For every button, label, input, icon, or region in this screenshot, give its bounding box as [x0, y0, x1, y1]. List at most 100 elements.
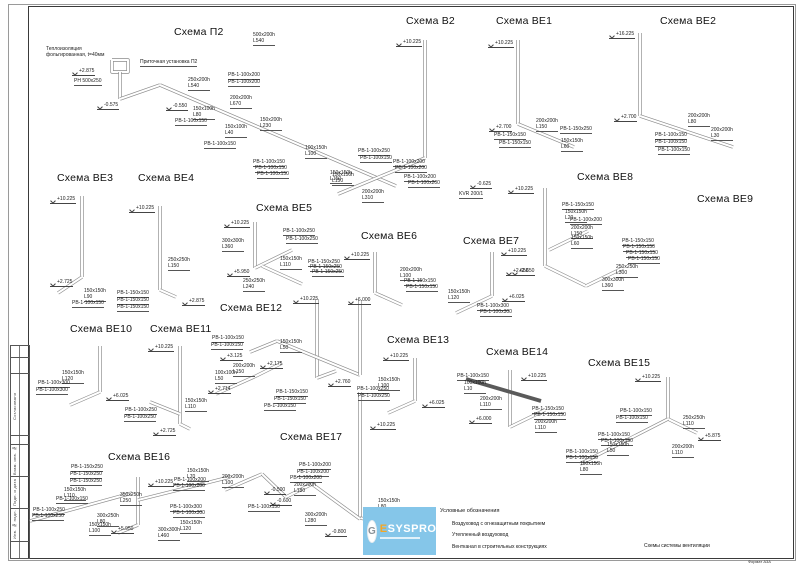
elevation-mark: +5.875: [698, 433, 722, 441]
duct-label: 250x250h L150: [168, 257, 190, 272]
esyspro-text: ESYSPRO: [379, 522, 437, 539]
legend-item-fireproof: Воздуховод с огнезащитным покрытием: [452, 521, 546, 527]
duct-label: 300x300h L460: [158, 527, 180, 542]
duct-label: РН 500х250: [74, 78, 102, 87]
elevation-mark: +2.175: [260, 361, 284, 369]
scheme-title-ve10: Схема ВЕ10: [70, 323, 133, 335]
duct-label: 150x150h L150: [330, 170, 352, 185]
duct-label: 200x200h L110: [480, 396, 502, 411]
elevation-mark: +2.875: [182, 298, 206, 306]
duct-label: 250x200h L540: [188, 77, 210, 92]
duct-label: 150x150h L110: [185, 398, 207, 413]
duct-label: РВ-1-100х150: [566, 449, 598, 458]
elevation-mark: -0.500: [264, 487, 287, 495]
duct-run-ve14: [509, 409, 546, 428]
duct-label: РВ-1-100х200: [297, 469, 329, 478]
duct-label: РВ-1-100х150: [620, 408, 652, 417]
duct-run-ve14: [465, 377, 542, 403]
duct-label: 150x150h L80: [580, 461, 602, 476]
duct-run-ve17: [311, 483, 361, 520]
duct-label: Приточная установка П2: [140, 59, 198, 68]
duct-label: РВ-1-100х250: [358, 393, 390, 402]
elevation-mark: -0.600: [270, 498, 293, 506]
duct-label: 300x300h L360: [602, 277, 624, 292]
elevation-mark: -0.625: [470, 181, 493, 189]
duct-run-ve10: [69, 391, 101, 406]
stamp-cell-line: [11, 435, 29, 436]
duct-label: 100x150h L100: [305, 145, 327, 160]
scheme-title-ve1: Схема ВЕ1: [496, 15, 553, 27]
duct-label: 250x250h L240: [243, 278, 265, 293]
scheme-title-ve7: Схема ВЕ7: [463, 235, 520, 247]
duct-label: РВ-1-150х250: [312, 269, 344, 278]
duct-label: РВ-1-100х200: [393, 159, 425, 168]
duct-run-ve13: [387, 400, 416, 414]
elevation-mark: -0.800: [325, 529, 348, 537]
duct-label: 200x200h L150: [233, 363, 255, 378]
duct-label: РВ-1-100х250: [283, 228, 315, 237]
duct-label: 500x200h L540: [253, 32, 275, 47]
duct-label: РВ-1-150х250: [71, 464, 103, 473]
duct-label: 250x250h L110: [683, 415, 705, 430]
duct-label: РВ-1-100х300: [477, 303, 509, 312]
duct-label: РВ-1-150х150: [406, 284, 438, 293]
duct-label: Теплоизоляция фольгированная, t=40мм: [46, 46, 105, 58]
duct-label: РВ-1-150х250: [310, 264, 342, 273]
duct-label: РВ-1-100х150: [566, 455, 598, 464]
esyspro-brand-rest: SYSPRO: [387, 522, 437, 535]
scheme-title-ve4: Схема ВЕ4: [138, 172, 195, 184]
duct-label: РВ-1-100х150: [72, 300, 104, 309]
duct-label: РВ-1-100х150: [56, 496, 88, 505]
duct-run-ve5: [254, 249, 293, 269]
duct-run-p2: [110, 58, 130, 74]
elevation-mark: +5.950: [227, 269, 251, 277]
duct-run-p2: [119, 84, 161, 100]
elevation-mark: +2.700: [489, 124, 513, 132]
duct-label: РВ-1-150х150: [626, 250, 658, 259]
elevation-mark: +10.225: [344, 252, 371, 260]
duct-label: РВ-1-100х150: [655, 139, 687, 148]
duct-label: 150x150h L20: [565, 209, 587, 224]
duct-run-p2: [159, 84, 397, 187]
duct-label: 100x100h L50: [215, 370, 237, 385]
duct-label: РВ-1-100х150: [601, 438, 633, 447]
duct-label: РВ-1-100х200: [395, 165, 427, 174]
stamp-cell-line: [11, 373, 29, 374]
duct-label: 300x200h L280: [305, 512, 327, 527]
esyspro-brand-first: E: [379, 522, 388, 535]
duct-label: РВ-1-150х250: [70, 478, 102, 487]
duct-label: РВ-1-150х150: [117, 290, 149, 299]
duct-run-ve16: [29, 491, 133, 523]
scheme-title-ve12: Схема ВЕ12: [220, 302, 283, 314]
scheme-title-ve5: Схема ВЕ5: [256, 202, 313, 214]
duct-label: 150x150h L120: [62, 370, 84, 385]
duct-run-v2: [337, 157, 426, 195]
elevation-mark: +16.225: [609, 31, 636, 39]
elevation-mark: +10.225: [501, 248, 528, 256]
duct-label: 150x150h L60: [561, 138, 583, 153]
scheme-title-ve3: Схема ВЕ3: [57, 172, 114, 184]
duct-run-ve12: [249, 340, 278, 353]
duct-label: 150x150h L100: [378, 377, 400, 392]
duct-label: 150x200h L230: [260, 117, 282, 132]
duct-run-ve11: [149, 401, 181, 415]
elevation-mark: -0.550: [166, 103, 189, 111]
duct-run-ve8: [548, 230, 589, 251]
duct-label: 200x200h L310: [362, 189, 384, 204]
scheme-title-ve2: Схема ВЕ2: [660, 15, 717, 27]
duct-label: 200x200h L670: [230, 95, 252, 110]
scheme-title-ve8: Схема ВЕ8: [577, 171, 634, 183]
esyspro-brand: ESYSPRO: [379, 522, 437, 535]
duct-label: РВ-1-150х250: [70, 471, 102, 480]
duct-label: РВ-1-100х150: [598, 432, 630, 441]
elevation-mark: +6.025: [106, 393, 130, 401]
duct-label: РВ-1-100х250: [33, 507, 65, 516]
duct-label: 150x150h L120: [180, 520, 202, 535]
duct-label: РВ-1-100х150: [658, 147, 690, 156]
duct-label: РВ-1-100х300: [170, 504, 202, 513]
elevation-mark: +6.000: [469, 416, 493, 424]
duct-label: 200x200h L110: [535, 419, 557, 434]
elevation-mark: +10.225: [508, 186, 535, 194]
duct-label: РВ-1-100х300: [173, 510, 205, 519]
